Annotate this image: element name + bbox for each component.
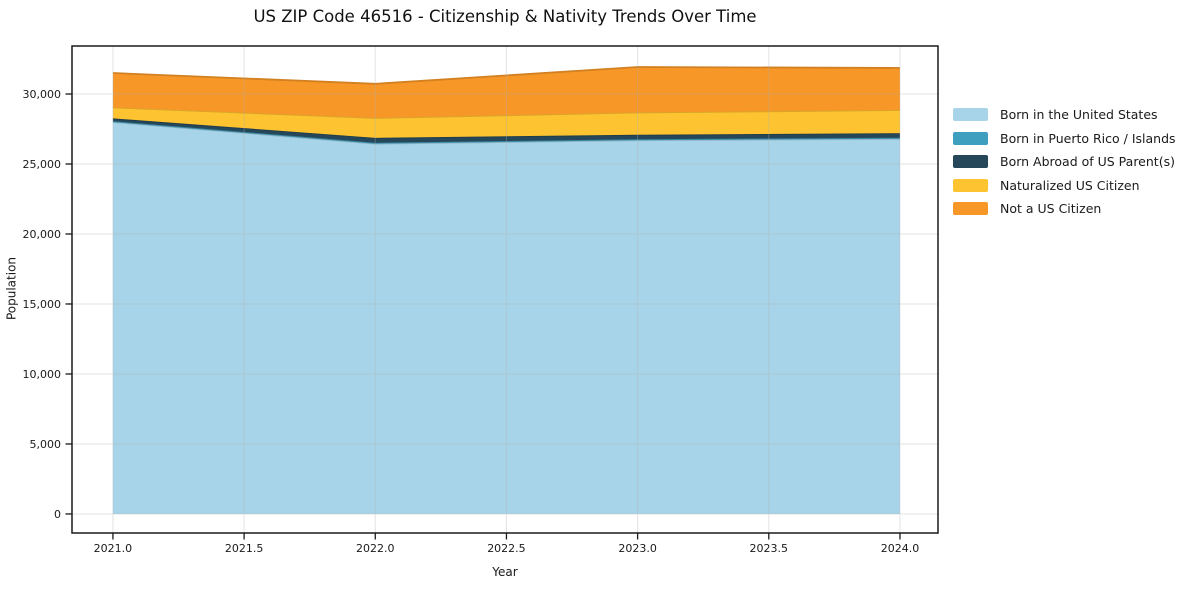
legend-label: Not a US Citizen [1000, 201, 1102, 217]
plot-spines [71, 45, 939, 534]
legend-item-2: Born Abroad of US Parent(s) [953, 150, 1176, 174]
area-edge-1 [112, 120, 900, 144]
area-0 [112, 122, 900, 514]
legend-label: Born Abroad of US Parent(s) [1000, 154, 1175, 170]
legend-swatch-icon [953, 131, 988, 145]
area-series-group [112, 66, 900, 514]
x-tick-label: 2022.5 [487, 542, 526, 555]
x-tick-label: 2022.0 [356, 542, 395, 555]
x-tick-label: 2023.5 [750, 542, 789, 555]
legend-swatch-icon [953, 178, 988, 192]
area-3 [112, 107, 900, 138]
area-4 [112, 66, 900, 118]
y-tick-label: 25,000 [23, 158, 62, 171]
chart-title: US ZIP Code 46516 - Citizenship & Nativi… [253, 7, 757, 26]
legend-item-1: Born in Puerto Rico / Islands [953, 127, 1176, 151]
area-edge-4 [112, 66, 900, 85]
legend-label: Naturalized US Citizen [1000, 177, 1140, 193]
axis-ticks: 0 5,000 10,000 15,000 20,000 25,000 30,000 2021… [23, 88, 920, 555]
x-tick-label: 2021.5 [225, 542, 264, 555]
legend-item-0: Born in the United States [953, 103, 1176, 127]
x-axis-label: Year [492, 565, 518, 579]
legend: Born in the United States Born in Puerto … [953, 103, 1176, 221]
y-tick-label: 5,000 [30, 438, 62, 451]
area-2 [112, 118, 900, 143]
y-tick-label: 20,000 [23, 228, 62, 241]
legend-label: Born in the United States [1000, 107, 1158, 123]
y-tick-label: 30,000 [23, 88, 62, 101]
gridlines [72, 46, 938, 533]
y-tick-label: 10,000 [23, 368, 62, 381]
y-tick-label: 15,000 [23, 298, 62, 311]
legend-item-3: Naturalized US Citizen [953, 174, 1176, 198]
legend-swatch-icon [953, 155, 988, 169]
x-tick-label: 2021.0 [94, 542, 133, 555]
legend-swatch-icon [953, 108, 988, 122]
legend-swatch-icon [953, 202, 988, 216]
x-tick-label: 2023.0 [618, 542, 657, 555]
legend-item-4: Not a US Citizen [953, 197, 1176, 221]
legend-label: Born in Puerto Rico / Islands [1000, 130, 1176, 146]
x-tick-label: 2024.0 [881, 542, 920, 555]
y-tick-label: 0 [54, 508, 61, 521]
